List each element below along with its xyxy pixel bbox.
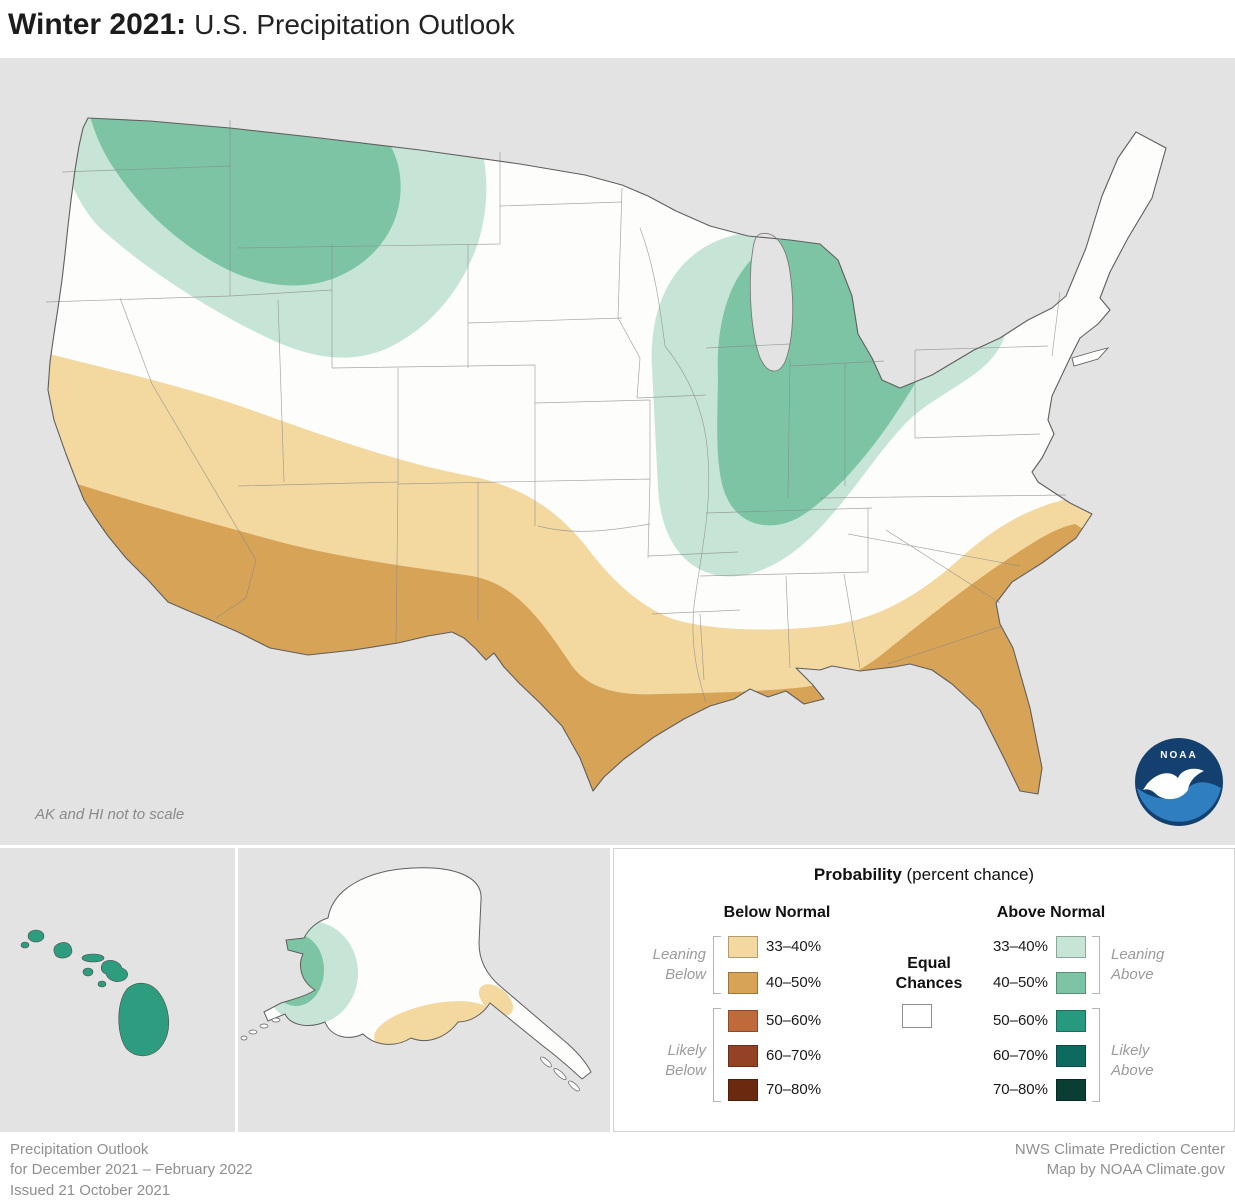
legend-row: 70–80% 70–80%: [614, 1079, 1234, 1105]
island-hawaii: [118, 982, 169, 1057]
state-boundaries: [45, 120, 1067, 704]
leaning-above-label: Leaning Above: [1111, 946, 1165, 983]
footer-credit-line: Map by NOAA Climate.gov: [1046, 1161, 1225, 1179]
below-range-label: 33–40%: [766, 938, 822, 955]
island-maui: [100, 960, 128, 982]
leaning-below-bracket: [713, 936, 721, 994]
scale-note: AK and HI not to scale: [35, 806, 185, 823]
island-oahu: [53, 942, 73, 959]
island-molokai: [81, 953, 105, 963]
footer-period-line: for December 2021 – February 2022: [10, 1161, 253, 1179]
above-swatch-50-60: [1056, 1010, 1086, 1032]
below-range-label: 60–70%: [766, 1047, 822, 1064]
main-map-panel: AK and HI not to scale NOAA: [0, 58, 1235, 845]
likely-above-label: Likely Above: [1111, 1042, 1154, 1079]
below-range-label: 40–50%: [766, 974, 822, 991]
title-subject: U.S. Precipitation Outlook: [194, 9, 515, 40]
noaa-logo-text: NOAA: [1160, 750, 1197, 761]
below-swatch-33-40: [728, 936, 758, 958]
equal-chances-label: Equal Chances: [895, 955, 963, 992]
footer-issued-line: Issued 21 October 2021: [10, 1181, 171, 1199]
legend-title: Probability (percent chance): [614, 865, 1234, 885]
noaa-logo-svg: NOAA: [1135, 738, 1223, 826]
footer-source-line: NWS Climate Prediction Center: [1014, 1141, 1225, 1158]
above-range-label: 40–50%: [992, 974, 1048, 991]
title-season: Winter 2021:: [8, 8, 187, 41]
hawaii-map: [20, 929, 169, 1057]
noaa-lower-swoosh: [1137, 782, 1221, 822]
above-swatch-40-50: [1056, 972, 1086, 994]
legend-row: 40–50% 40–50%: [614, 972, 1234, 998]
page-title: Winter 2021: U.S. Precipitation Outlook: [0, 0, 1235, 42]
legend-row: 60–70% 60–70%: [614, 1045, 1234, 1071]
above-swatch-60-70: [1056, 1045, 1086, 1067]
island-niihau: [20, 941, 30, 949]
island-lanai: [82, 967, 94, 977]
noaa-gull-icon: [1143, 768, 1204, 800]
alaska-region-above-40-50: [268, 934, 324, 1006]
alaska-map: [240, 867, 592, 1092]
legend: Probability (percent chance) Below Norma…: [613, 848, 1235, 1132]
noaa-logo: NOAA: [1133, 736, 1225, 828]
region-nw-above-40-50: [90, 118, 401, 286]
likely-below-bracket: [713, 1008, 721, 1102]
page-header: Winter 2021: U.S. Precipitation Outlook: [0, 0, 1235, 58]
below-range-label: 70–80%: [766, 1081, 822, 1098]
hawaii-islands: [20, 929, 169, 1057]
island-kauai: [27, 929, 45, 943]
below-range-label: 50–60%: [766, 1012, 822, 1029]
lake-michigan: [749, 232, 794, 372]
equal-chances-swatch: [902, 1004, 932, 1028]
below-swatch-50-60: [728, 1010, 758, 1032]
above-range-label: 60–70%: [992, 1047, 1048, 1064]
legend-row: 50–60% 50–60%: [614, 1010, 1234, 1036]
legend-title-bold: Probability: [813, 865, 902, 884]
alaska-landmass: [264, 867, 591, 1079]
alaska-inset: [238, 848, 610, 1132]
legend-row: 33–40% 33–40%: [614, 936, 1234, 962]
above-range-label: 70–80%: [992, 1081, 1048, 1098]
footer-right: NWS Climate Prediction Center Map by NOA…: [1015, 1140, 1225, 1181]
below-swatch-40-50: [728, 972, 758, 994]
legend-title-rest: (percent chance): [901, 865, 1035, 884]
below-normal-header: Below Normal: [723, 904, 831, 921]
conus-map: [45, 117, 1167, 795]
above-normal-header: Above Normal: [996, 904, 1106, 921]
above-swatch-70-80: [1056, 1079, 1086, 1101]
alaska-outline: [263, 867, 592, 1080]
island-kahoolawe: [97, 980, 107, 988]
footer-left: Precipitation Outlook for December 2021 …: [10, 1140, 253, 1201]
above-range-label: 50–60%: [992, 1012, 1048, 1029]
above-range-label: 33–40%: [992, 938, 1048, 955]
below-swatch-60-70: [728, 1045, 758, 1067]
hawaii-inset: [0, 848, 235, 1132]
aleutian-islands: [240, 1017, 281, 1041]
below-swatch-70-80: [728, 1079, 758, 1101]
panhandle-islands: [540, 1056, 580, 1092]
above-swatch-33-40: [1056, 936, 1086, 958]
likely-below-label: Likely Below: [665, 1042, 706, 1079]
likely-above-bracket: [1092, 1008, 1100, 1102]
us-outline: [47, 117, 1167, 795]
leaning-below-label: Leaning Below: [652, 946, 706, 983]
leaning-above-bracket: [1092, 936, 1100, 994]
long-island: [1071, 347, 1110, 367]
footer-outlook-line: Precipitation Outlook: [10, 1141, 149, 1158]
